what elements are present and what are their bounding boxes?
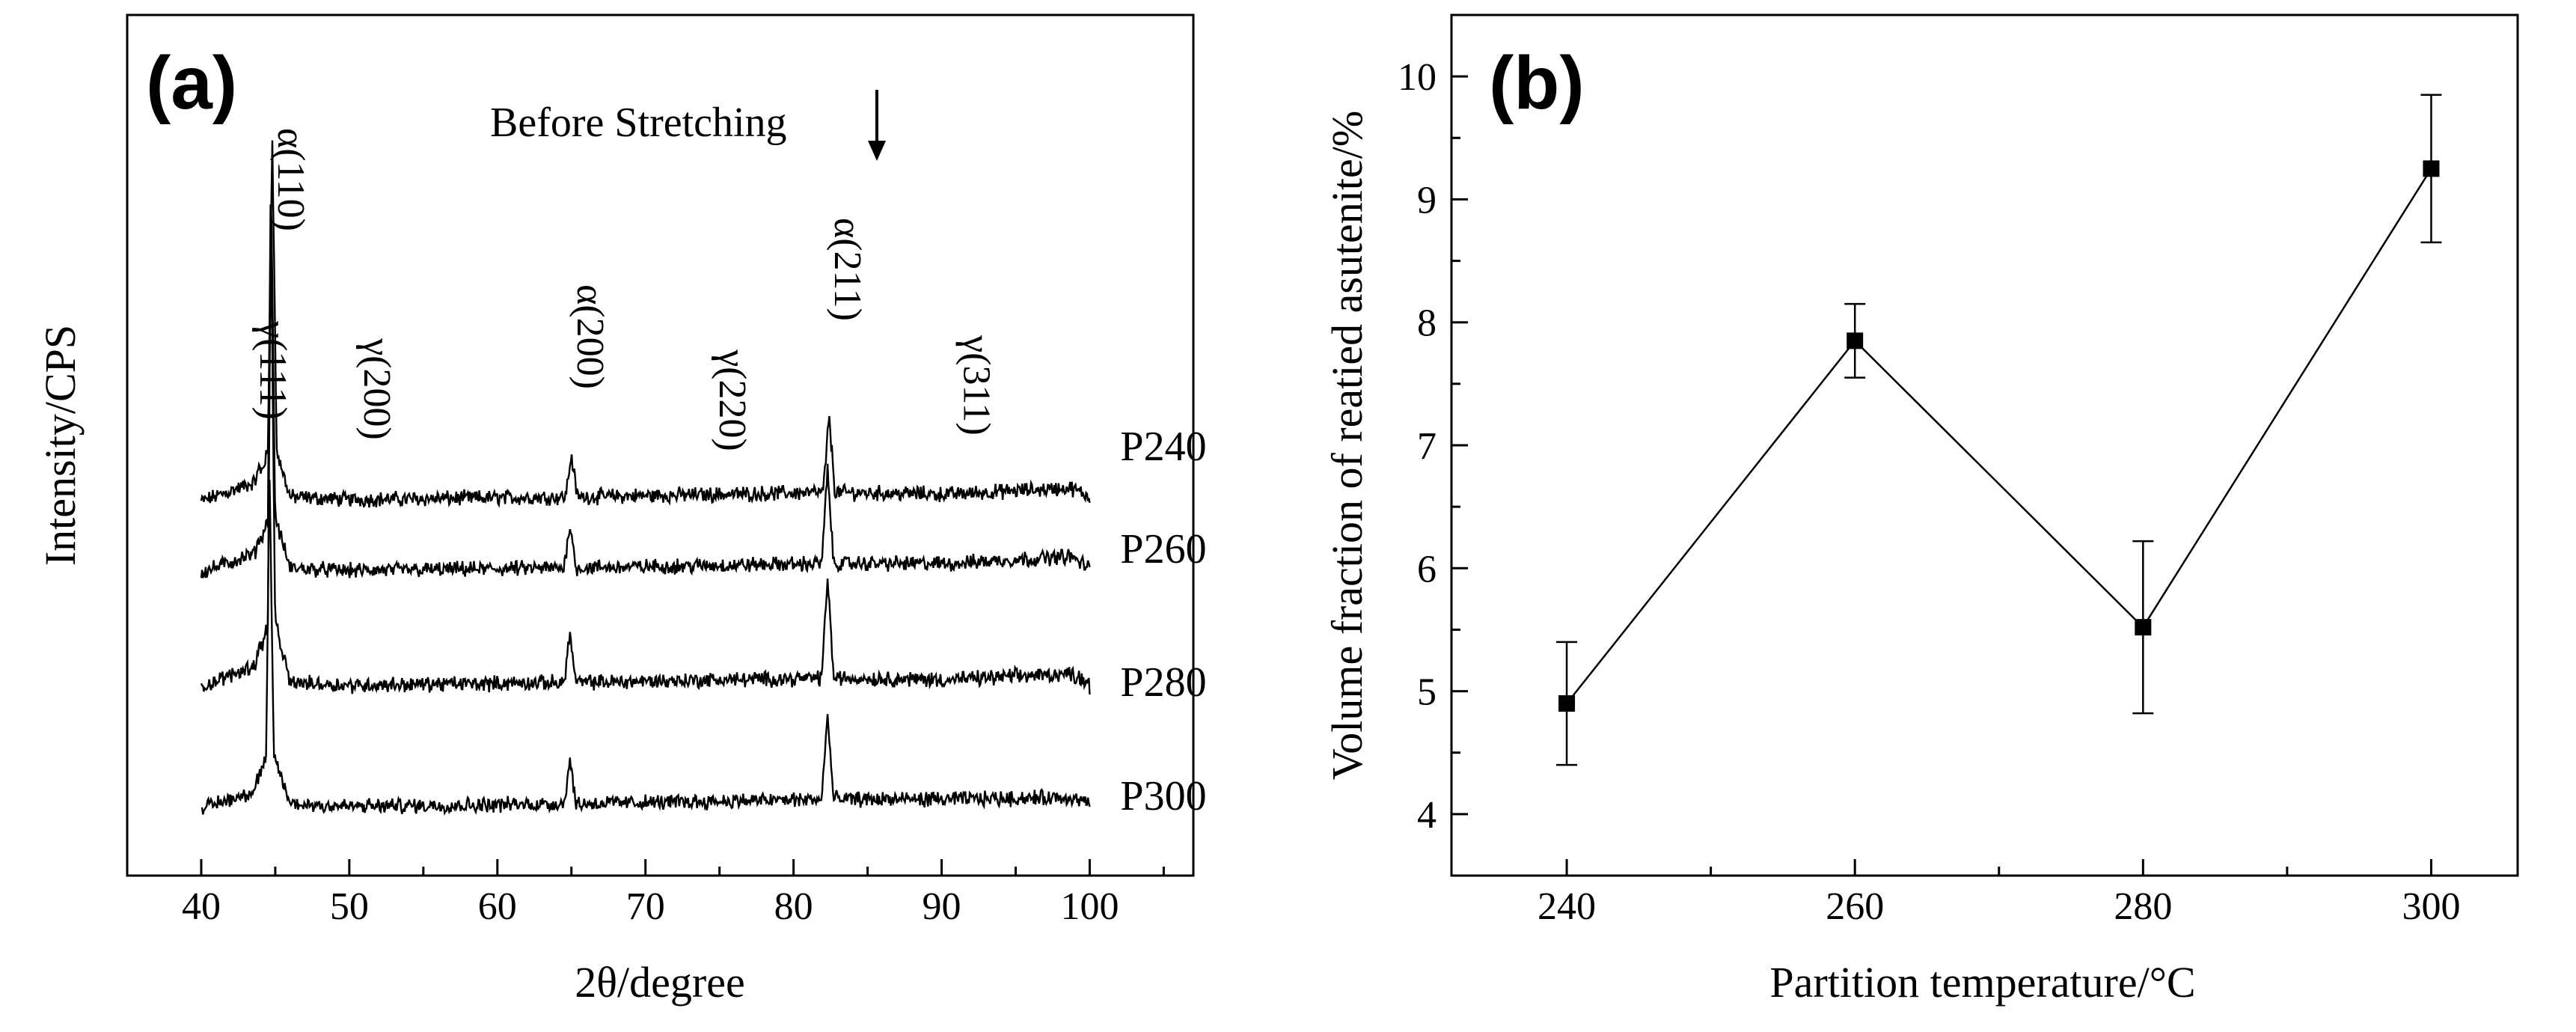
panel-b-retained-austenite: 240 260 280 300 4 5 6 7 8 9 10 (b) Partition temp… (1323, 13, 2519, 1007)
peak-label: α(110) (269, 128, 312, 231)
data-point (1558, 695, 1576, 712)
panel-a-x-ticks: 40 50 60 70 80 90 100 (182, 859, 1165, 928)
y-tick-label: 9 (1417, 179, 1437, 222)
x-tick-label: 280 (2114, 885, 2172, 928)
y-tick-label: 7 (1417, 425, 1437, 468)
peak-label: γ(200) (355, 338, 398, 440)
data-point (2423, 160, 2440, 177)
y-tick-label: 8 (1417, 302, 1437, 345)
x-tick-label: 50 (330, 885, 369, 928)
x-tick-label: 90 (923, 885, 961, 928)
y-tick-label: 4 (1417, 794, 1437, 837)
series-label-P300: P300 (1120, 773, 1206, 819)
xrd-curve-P280 (200, 255, 1091, 695)
panel-a-peak-labels: γ(111) α(110) γ(200) α(200) γ(220) α(211) γ(31… (251, 128, 997, 451)
panel-a-annotation: Before Stretching (490, 100, 787, 146)
x-tick-label: 100 (1060, 885, 1119, 928)
panel-b-y-title: Volume fraction of reatied asutenite/% (1323, 111, 1371, 780)
panel-a-frame (126, 13, 1195, 877)
panel-a-curves (200, 140, 1091, 816)
panel-b-frame (1450, 13, 2519, 877)
peak-label: γ(311) (955, 335, 997, 436)
y-tick-label: 10 (1398, 56, 1437, 99)
x-tick-label: 40 (182, 885, 221, 928)
xrd-curve-P260 (200, 204, 1091, 579)
data-point (1847, 332, 1864, 349)
x-tick-label: 240 (1538, 885, 1596, 928)
x-tick-label: 80 (774, 885, 813, 928)
panel-b-x-ticks: 240 260 280 300 (1538, 859, 2460, 928)
x-tick-label: 260 (1826, 885, 1884, 928)
series-label-P240: P240 (1120, 424, 1206, 470)
peak-label: γ(111) (251, 320, 294, 420)
xrd-curve-P300 (201, 480, 1091, 816)
annotation-arrow-head (868, 141, 886, 161)
peak-label: α(200) (569, 284, 611, 389)
series-label-P280: P280 (1120, 659, 1206, 706)
data-point (2135, 619, 2152, 636)
data-line (1566, 168, 2432, 704)
panel-b-y-ticks: 4 5 6 7 8 9 10 (1398, 56, 1468, 837)
x-tick-label: 70 (626, 885, 665, 928)
xrd-curve-P240 (200, 140, 1091, 508)
panel-b-x-title: Partition temperature/°C (1769, 958, 2195, 1007)
panel-a-x-title: 2θ/degree (575, 958, 744, 1007)
panel-a-label: (a) (146, 41, 237, 125)
series-label-P260: P260 (1120, 526, 1206, 573)
y-tick-label: 6 (1417, 548, 1437, 590)
x-tick-label: 300 (2402, 885, 2460, 928)
panel-a-y-title: Intensity/CPS (36, 325, 85, 566)
peak-label: α(211) (826, 218, 869, 321)
panel-a-series-labels: P240 P260 P280 P300 (1120, 424, 1206, 819)
panel-a-xrd: 40 50 60 70 80 90 100 γ(111) α(110) γ(200) α(200)… (36, 13, 1207, 1007)
panel-b-label: (b) (1489, 41, 1585, 125)
peak-label: γ(220) (711, 349, 753, 451)
x-tick-label: 60 (478, 885, 517, 928)
y-tick-label: 5 (1417, 671, 1437, 714)
panel-b-data (1556, 94, 2442, 766)
